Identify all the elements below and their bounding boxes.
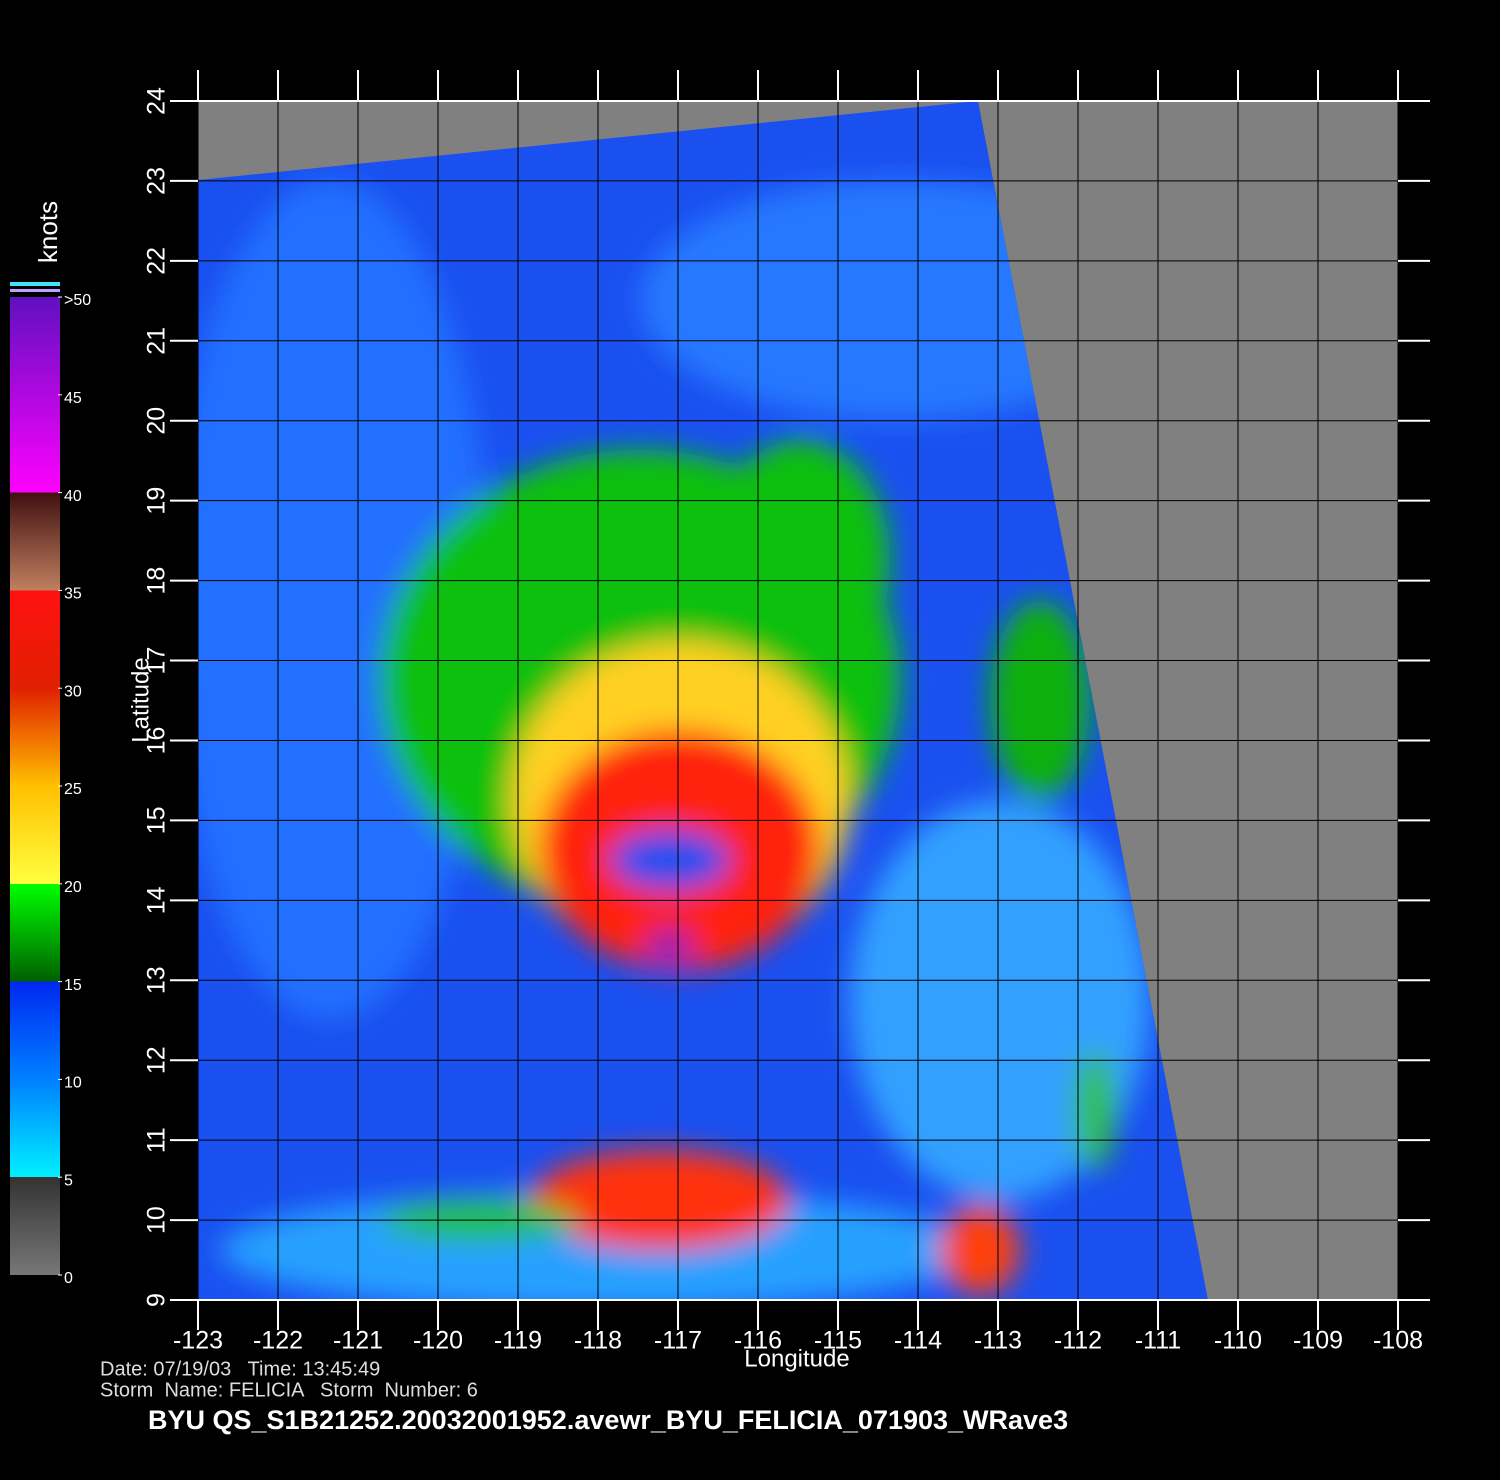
x-tick-label: -122 <box>253 1327 303 1355</box>
imagery <box>198 101 1398 1300</box>
x-tick-label: -113 <box>974 1327 1022 1355</box>
colorbar-cap <box>10 282 60 286</box>
x-tick-label: -116 <box>734 1327 782 1355</box>
colorbar-tick-label: 10 <box>64 1075 82 1092</box>
y-tick-label: 19 <box>143 487 171 515</box>
grid <box>197 100 1399 1301</box>
colorbar-tick-label: 20 <box>64 879 82 896</box>
y-tick-label: 12 <box>143 1046 171 1074</box>
date-time: Date: 07/19/03 Time: 13:45:49 <box>100 1358 380 1380</box>
y-axis-label: Latitude <box>127 657 154 742</box>
x-tick-label: -123 <box>173 1327 223 1355</box>
x-tick-label: -112 <box>1054 1327 1102 1355</box>
x-tick-label: -118 <box>574 1327 622 1355</box>
y-tick-label: 22 <box>143 247 171 275</box>
x-tick-label: -117 <box>654 1327 702 1355</box>
y-tick-label: 16 <box>143 727 171 755</box>
colorbar-tick-label: 0 <box>64 1270 73 1287</box>
y-tick-label: 13 <box>143 966 171 994</box>
colorbar-tick-label: 40 <box>64 488 82 505</box>
colorbar-label: knots <box>33 201 63 263</box>
colorbar-tick-label: 25 <box>64 781 82 798</box>
colorbar-cap <box>10 289 60 292</box>
x-tick-label: -111 <box>1135 1327 1181 1355</box>
colorbar-tick-label: 35 <box>64 586 82 603</box>
axes <box>170 70 1430 1330</box>
y-tick-label: 18 <box>143 567 171 595</box>
x-tick-label: -114 <box>894 1327 942 1355</box>
y-tick-label: 21 <box>143 327 171 355</box>
x-tick-label: -121 <box>333 1327 383 1355</box>
x-tick-label: -108 <box>1373 1327 1423 1355</box>
y-tick-label: 15 <box>143 806 171 834</box>
x-tick-label: -110 <box>1214 1327 1262 1355</box>
colorbar <box>10 297 60 1275</box>
x-tick-label: -115 <box>814 1327 862 1355</box>
colorbar-tick-label: 30 <box>64 683 82 700</box>
y-tick-label: 14 <box>143 886 171 914</box>
y-tick-label: 24 <box>143 87 171 115</box>
colorbar-tick-label: 5 <box>64 1172 73 1189</box>
colorbar-tick-label: >50 <box>64 292 91 309</box>
x-axis-label: Longitude <box>744 1345 849 1372</box>
x-tick-label: -120 <box>413 1327 463 1355</box>
y-tick-label: 10 <box>143 1206 171 1234</box>
y-tick-label: 17 <box>143 647 171 675</box>
y-tick-label: 9 <box>143 1293 171 1307</box>
y-tick-label: 23 <box>143 167 171 195</box>
x-tick-label: -109 <box>1293 1327 1343 1355</box>
y-tick-label: 20 <box>143 407 171 435</box>
x-tick-label: -119 <box>494 1327 542 1355</box>
storm-info: Storm Name: FELICIA Storm Number: 6 <box>100 1379 478 1401</box>
file-name: BYU QS_S1B21252.20032001952.avewr_BYU_FE… <box>148 1405 1068 1435</box>
y-tick-label: 11 <box>143 1127 171 1153</box>
colorbar-tick-label: 45 <box>64 390 82 407</box>
colorbar-tick-label: 15 <box>64 977 82 994</box>
